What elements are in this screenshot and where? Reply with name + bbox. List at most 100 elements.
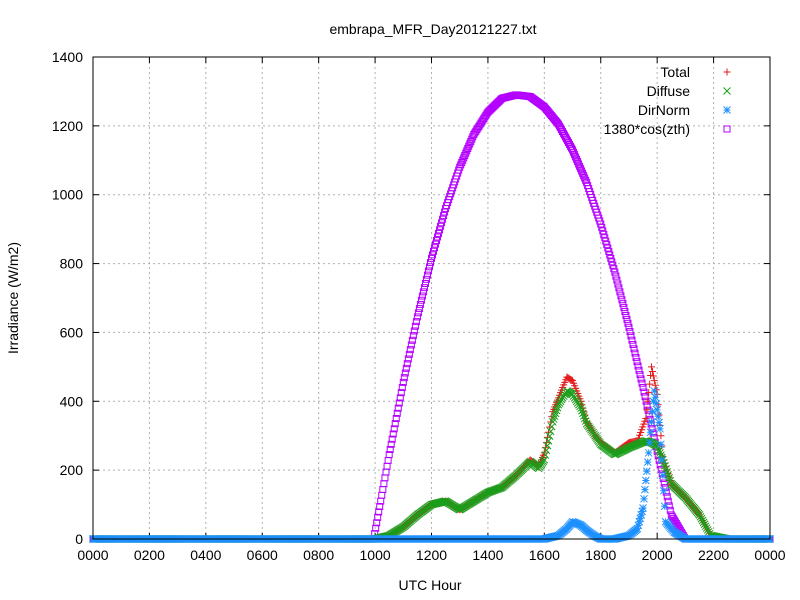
data-point bbox=[458, 158, 466, 166]
data-point bbox=[638, 507, 646, 516]
data-point bbox=[653, 442, 662, 450]
data-point bbox=[626, 328, 634, 336]
data-point bbox=[376, 503, 384, 511]
data-point bbox=[420, 284, 428, 292]
data-point bbox=[648, 367, 656, 375]
data-point bbox=[435, 229, 443, 237]
data-point bbox=[549, 415, 558, 423]
data-point bbox=[440, 212, 448, 220]
data-point bbox=[624, 319, 632, 327]
data-point bbox=[464, 144, 472, 152]
legend-label: DirNorm bbox=[638, 102, 690, 118]
data-point bbox=[544, 437, 553, 445]
data-point bbox=[553, 403, 562, 412]
data-point bbox=[551, 409, 560, 418]
data-point bbox=[392, 415, 400, 422]
data-point bbox=[656, 424, 664, 433]
data-point bbox=[409, 332, 417, 340]
data-point bbox=[426, 259, 434, 267]
data-point bbox=[664, 497, 672, 505]
data-point bbox=[699, 518, 708, 527]
data-point bbox=[645, 438, 654, 447]
data-point bbox=[378, 491, 386, 499]
data-point bbox=[634, 521, 643, 530]
data-point bbox=[410, 327, 418, 335]
y-tick-label: 1200 bbox=[52, 118, 83, 134]
data-point bbox=[636, 371, 644, 379]
y-tick-label: 1400 bbox=[52, 49, 83, 65]
data-point bbox=[629, 340, 637, 348]
data-point bbox=[650, 387, 659, 395]
data-point bbox=[402, 364, 410, 372]
data-point bbox=[658, 471, 667, 480]
data-point bbox=[635, 517, 644, 526]
legend-marker bbox=[723, 125, 731, 133]
data-point bbox=[579, 409, 587, 418]
legend-label: Diffuse bbox=[647, 83, 691, 99]
y-tick-label: 1000 bbox=[52, 187, 83, 203]
data-point bbox=[657, 451, 665, 460]
data-point bbox=[577, 165, 585, 173]
data-point bbox=[648, 363, 656, 371]
x-tick-label: 0400 bbox=[190, 547, 221, 563]
data-point bbox=[541, 451, 550, 459]
data-point bbox=[467, 137, 475, 145]
data-point bbox=[434, 233, 442, 241]
data-point bbox=[548, 418, 557, 426]
data-point bbox=[641, 393, 649, 401]
data-point bbox=[623, 315, 631, 323]
data-point bbox=[613, 276, 621, 284]
data-point bbox=[625, 323, 633, 331]
data-point bbox=[572, 153, 580, 161]
data-point bbox=[570, 148, 578, 156]
data-point bbox=[633, 524, 642, 533]
data-point bbox=[417, 296, 425, 304]
data-point bbox=[379, 486, 387, 494]
data-point bbox=[396, 394, 404, 402]
data-point bbox=[612, 272, 620, 280]
data-point bbox=[418, 292, 426, 300]
legend-marker bbox=[723, 106, 731, 114]
data-point bbox=[412, 318, 420, 326]
data-point bbox=[576, 162, 584, 170]
data-point bbox=[425, 263, 433, 271]
x-tick-label: 1200 bbox=[416, 547, 447, 563]
data-point bbox=[543, 441, 552, 450]
data-point bbox=[580, 414, 589, 423]
x-tick-label: 1400 bbox=[472, 547, 503, 563]
x-tick-label: 1000 bbox=[360, 547, 391, 563]
data-point bbox=[640, 494, 648, 503]
legend: Total Diffuse DirNorm 1380*cos(zth) bbox=[604, 64, 731, 137]
data-point bbox=[441, 208, 449, 216]
data-point bbox=[581, 174, 589, 182]
data-point bbox=[628, 336, 636, 344]
data-point bbox=[701, 522, 710, 531]
data-point bbox=[616, 288, 624, 296]
data-point bbox=[416, 300, 424, 308]
data-point bbox=[546, 427, 555, 436]
data-point bbox=[573, 155, 581, 163]
data-point bbox=[639, 504, 647, 512]
x-tick-label: 1600 bbox=[529, 547, 560, 563]
data-point bbox=[638, 379, 646, 387]
data-point bbox=[437, 222, 445, 230]
data-point bbox=[423, 271, 431, 279]
data-point bbox=[575, 160, 583, 168]
data-point bbox=[697, 514, 706, 523]
data-point bbox=[633, 358, 641, 366]
legend-marker bbox=[723, 68, 731, 76]
data-point bbox=[413, 313, 421, 321]
legend-label: Total bbox=[660, 64, 690, 80]
data-point bbox=[384, 456, 392, 464]
data-point bbox=[387, 440, 395, 448]
data-point bbox=[375, 508, 383, 516]
y-tick-label: 200 bbox=[60, 462, 84, 478]
data-point bbox=[619, 300, 627, 308]
data-point bbox=[640, 388, 648, 396]
data-point bbox=[372, 524, 380, 532]
data-point bbox=[415, 305, 423, 313]
data-point bbox=[658, 455, 666, 464]
data-point bbox=[381, 474, 389, 482]
x-tick-label: 1800 bbox=[585, 547, 616, 563]
data-point bbox=[622, 311, 630, 319]
